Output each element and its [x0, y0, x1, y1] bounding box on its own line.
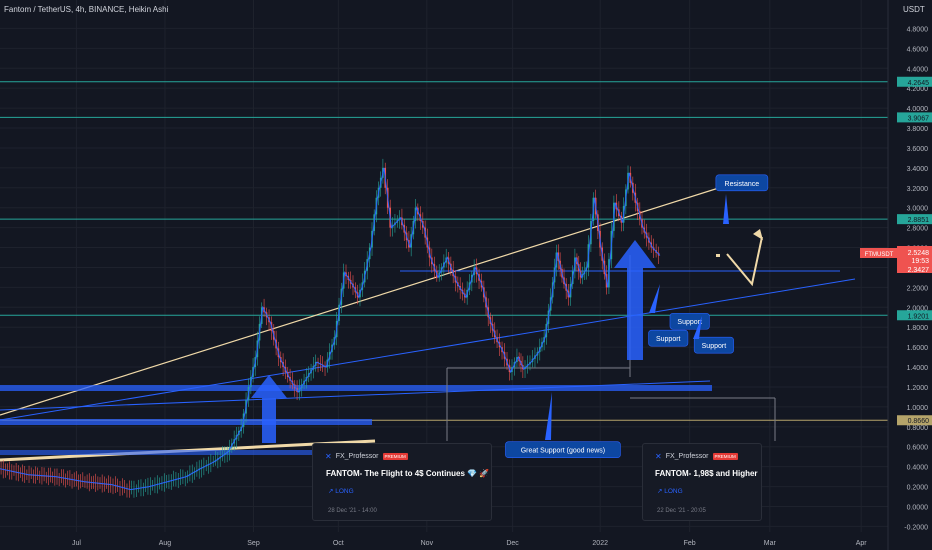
- idea-direction: ↗ LONG: [657, 488, 683, 495]
- symbol-tag-bg: [860, 248, 897, 258]
- horizontal-levels: [0, 81, 888, 421]
- x-tick-label: Aug: [159, 540, 172, 547]
- x-tick-label: Oct: [333, 540, 344, 547]
- idea-title[interactable]: FANTOM- The Flight to 4$ Continues 💎 🚀: [326, 469, 490, 478]
- callout-pointer: [723, 194, 729, 224]
- y-tick-label: 0.0000: [907, 505, 929, 512]
- support-zone-2[interactable]: [0, 419, 372, 425]
- level-label-bg: [897, 112, 932, 123]
- annotation-box[interactable]: [693, 336, 734, 354]
- y-tick-label: 1.0000: [907, 405, 929, 412]
- time-axis: Jul Aug Sep Oct Nov Dec 2022 Feb Mar Apr: [72, 540, 867, 547]
- level-label-bg: [897, 310, 932, 321]
- y-tick-label: 4.0000: [907, 106, 929, 113]
- support-zone[interactable]: [0, 385, 712, 391]
- annotation-box[interactable]: [505, 441, 621, 459]
- symbol-title[interactable]: Fantom / TetherUS, 4h, BINANCE, Heikin A…: [4, 5, 169, 14]
- author-avatar-icon: ✕: [655, 452, 662, 461]
- idea-title[interactable]: FANTOM- 1,98$ and Higher: [655, 469, 758, 478]
- price-tag-bg: [897, 246, 932, 273]
- support-zone-3[interactable]: [0, 450, 372, 455]
- upper-trendline[interactable]: [0, 185, 726, 416]
- projection-arrowhead: [753, 229, 763, 240]
- chart-header: Fantom / TetherUS, 4h, BINANCE, Heikin A…: [4, 5, 168, 14]
- support-trendline[interactable]: [0, 278, 856, 421]
- currency-label: USDT: [903, 5, 925, 14]
- up-arrow[interactable]: [251, 375, 287, 443]
- idea-card[interactable]: ✕ FX_Professor PREMIUM FANTOM- 1,98$ and…: [642, 443, 762, 521]
- projection-path[interactable]: [726, 236, 763, 287]
- level-label-bg: [897, 76, 932, 87]
- up-arrow-large[interactable]: [614, 240, 656, 360]
- level-label-bg: [897, 214, 932, 225]
- premium-badge: PREMIUM: [382, 453, 408, 460]
- price-axis: 4.8000 4.6000 4.4000 4.2000 4.0000 3.8000 3.60…: [887, 0, 932, 550]
- y-tick-label: 4.2000: [907, 86, 929, 93]
- idea-direction: ↗ LONG: [328, 488, 354, 495]
- callout-pointer: [545, 392, 552, 440]
- price-labels: 4.2645 3.9067 2.8851 1.9201 0.8660 FTMUSDT 2.5…: [860, 76, 932, 426]
- y-tick-label: 1.2000: [907, 385, 929, 392]
- y-tick-label: 2.0000: [907, 305, 929, 312]
- idea-author[interactable]: FX_Professor: [665, 453, 709, 460]
- y-tick-label: 0.8000: [907, 425, 929, 432]
- premium-badge: PREMIUM: [712, 453, 738, 460]
- x-tick-label: Feb: [684, 540, 696, 547]
- secondary-price: 2.3427: [908, 267, 930, 274]
- x-tick-label: Jul: [72, 540, 81, 547]
- marker-dot: [716, 254, 720, 257]
- x-tick-label: Apr: [856, 540, 868, 547]
- author-avatar-icon: ✕: [325, 452, 332, 461]
- x-tick-label: Mar: [764, 540, 777, 547]
- level-label: 4.2645: [908, 80, 930, 87]
- y-tick-label: -0.2000: [904, 524, 928, 531]
- current-price: 2.5248: [908, 250, 930, 257]
- symbol-tag: FTMUSDT: [865, 252, 894, 258]
- y-tick-label: 1.4000: [907, 365, 929, 372]
- y-tick-label: 4.4000: [907, 66, 929, 73]
- level-label: 1.9201: [908, 313, 930, 320]
- annotation-box[interactable]: [715, 174, 769, 192]
- y-tick-label: 0.4000: [907, 465, 929, 472]
- drawings: [0, 185, 856, 462]
- y-tick-label: 0.6000: [907, 445, 929, 452]
- y-tick-label: 3.0000: [907, 206, 929, 213]
- y-tick-label: 0.2000: [907, 485, 929, 492]
- x-tick-label: Dec: [506, 540, 519, 547]
- annotation-label: Resistance: [725, 181, 760, 188]
- level-label: 0.8660: [908, 418, 930, 425]
- annotation-label: Great Support (good news): [521, 448, 605, 455]
- level-label: 2.8851: [908, 217, 930, 224]
- idea-card[interactable]: ✕ FX_Professor PREMIUM FANTOM- The Fligh…: [312, 443, 492, 521]
- x-tick-label: Sep: [247, 540, 260, 547]
- callout-pointer: [649, 284, 660, 313]
- y-tick-label: 1.6000: [907, 345, 929, 352]
- y-tick-label: 3.4000: [907, 166, 929, 173]
- y-tick-label: 1.8000: [907, 325, 929, 332]
- x-tick-label: 2022: [592, 540, 608, 547]
- idea-author[interactable]: FX_Professor: [335, 453, 379, 460]
- annotation-callouts: Resistance Support Support Support Great Sup…: [505, 174, 769, 459]
- level-label-bg: [897, 415, 932, 426]
- idea-date: 28 Dec '21 - 14:00: [328, 508, 377, 514]
- y-tick-label: 3.2000: [907, 186, 929, 193]
- annotation-box[interactable]: [648, 329, 689, 347]
- price-axis-bg: [888, 0, 932, 550]
- y-tick-label: 4.8000: [907, 26, 929, 33]
- level-label: 3.9067: [908, 115, 930, 122]
- annotation-label: Support: [656, 336, 681, 343]
- y-tick-label: 3.8000: [907, 126, 929, 133]
- callout-pointer: [693, 316, 702, 339]
- bar-countdown: 19:53: [911, 258, 929, 265]
- x-tick-label: Nov: [421, 540, 434, 547]
- annotation-label: Support: [677, 319, 702, 326]
- y-tick-label: 2.2000: [907, 285, 929, 292]
- y-tick-label: 4.6000: [907, 46, 929, 53]
- idea-date: 22 Dec '21 - 20:05: [657, 508, 706, 514]
- y-tick-label: 2.8000: [907, 226, 929, 233]
- y-tick-label: 3.6000: [907, 146, 929, 153]
- annotation-label: Support: [702, 343, 727, 350]
- price-series-line: [0, 167, 661, 491]
